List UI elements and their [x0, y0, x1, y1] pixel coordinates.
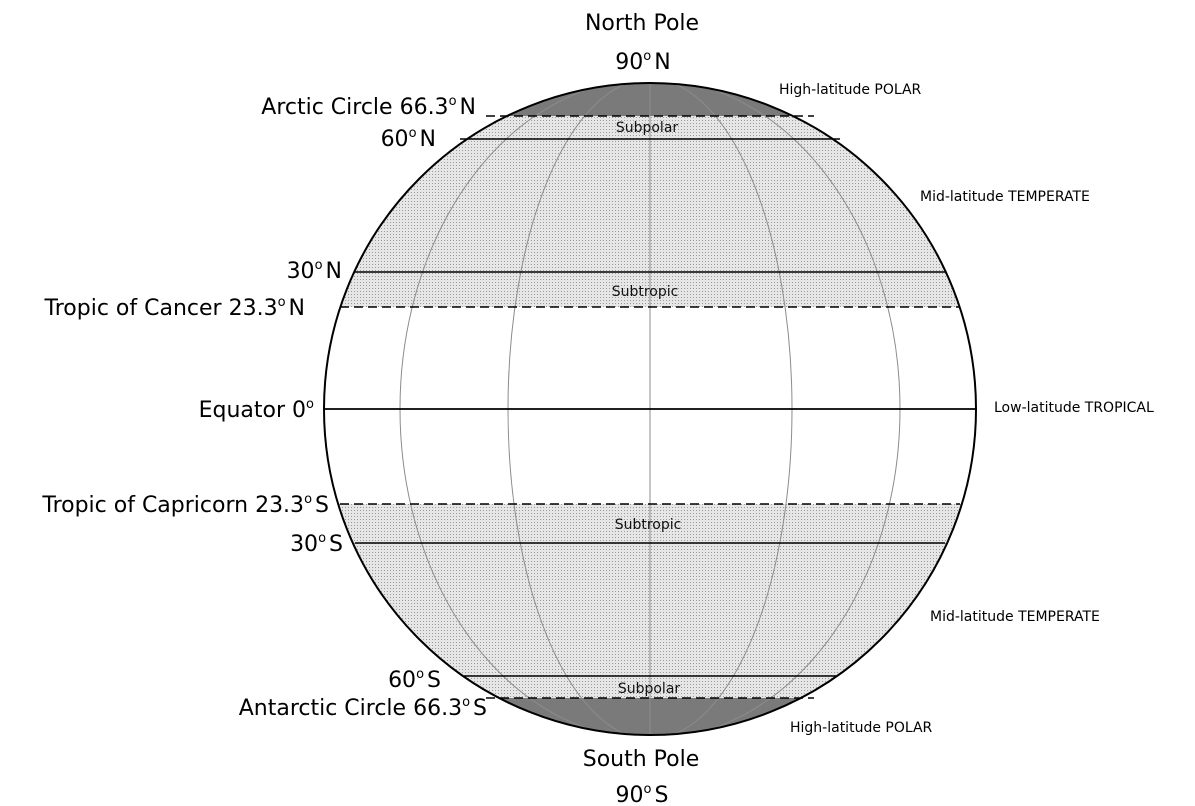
antarctic-circle-label: Antarctic Circle 66.3o S — [239, 695, 487, 721]
lat-60s-label: 60o S — [388, 667, 441, 693]
lat-60n-label: 60o N — [381, 126, 436, 152]
polar-north-zone-label: High-latitude POLAR — [779, 82, 922, 98]
south-pole-label: South Pole — [583, 747, 700, 772]
subtropic-south-label: Subtropic — [615, 517, 682, 533]
subpolar-south-label: Subpolar — [618, 681, 681, 697]
latitude-lines — [324, 115, 976, 699]
temperate-north-zone-label: Mid-latitude TEMPERATE — [920, 189, 1090, 205]
equator-label: Equator 0o — [199, 397, 314, 423]
tropic-of-cancer-label: Tropic of Cancer 23.3o N — [44, 295, 305, 321]
south-pole-degrees: 90o S — [616, 782, 669, 806]
lat-30n-label: 30o N — [287, 258, 342, 284]
polar-south-zone-label: High-latitude POLAR — [790, 720, 933, 736]
tropic-of-capricorn-label: Tropic of Capricorn 23.3o S — [41, 492, 329, 518]
lat-30s-label: 30o S — [290, 531, 343, 557]
subpolar-north-label: Subpolar — [616, 120, 679, 136]
tropical-zone-label: Low-latitude TROPICAL — [994, 400, 1154, 416]
temperate-south-zone-label: Mid-latitude TEMPERATE — [930, 609, 1100, 625]
globe-outline — [323, 82, 977, 736]
arctic-circle-label: Arctic Circle 66.3o N — [261, 94, 476, 120]
north-pole-label: North Pole — [585, 11, 699, 36]
subtropic-north-label: Subtropic — [612, 284, 679, 300]
north-pole-degrees: 90o N — [615, 49, 670, 75]
